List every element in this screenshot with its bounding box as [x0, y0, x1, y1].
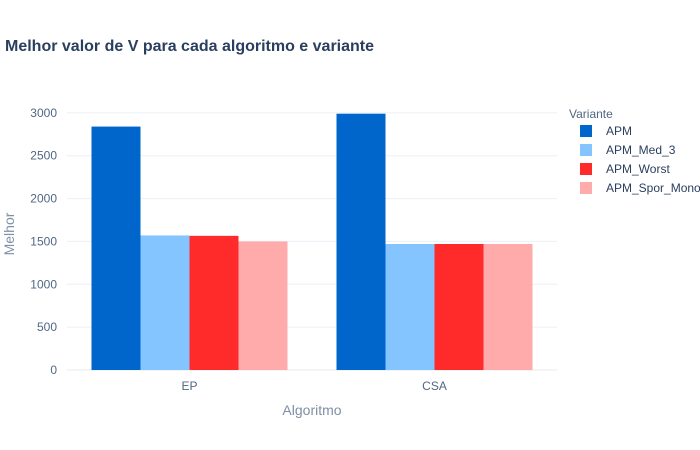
y-tick-label: 0 — [50, 363, 57, 377]
bar-apm-med-3-ep — [140, 235, 190, 370]
y-tick-label: 3000 — [30, 106, 57, 120]
legend-item: APM_Med_3 — [606, 143, 676, 157]
legend-item: APM — [606, 124, 632, 138]
bar-apm-spor-mono-ep — [238, 241, 288, 370]
legend-swatch — [580, 182, 592, 194]
y-tick-label: 1500 — [30, 234, 57, 248]
chart-title: Melhor valor de V para cada algoritmo e … — [5, 38, 374, 55]
y-tick-label: 2500 — [30, 149, 57, 163]
bar-apm-worst-csa — [434, 244, 484, 370]
legend-title: Variante — [569, 107, 613, 121]
y-axis-title: Melhor — [1, 212, 17, 255]
legend-swatch — [580, 163, 592, 175]
bar-apm-csa — [336, 113, 386, 370]
bar-apm-worst-ep — [189, 235, 239, 370]
bar-apm-med-3-csa — [385, 244, 435, 370]
legend: Variante APM APM_Med_3 APM_Worst APM_Spor_M… — [569, 107, 700, 195]
legend-item: APM_Worst — [606, 162, 670, 176]
y-tick-label: 2000 — [30, 192, 57, 206]
legend-item: APM_Spor_Mono — [606, 181, 700, 195]
bar-apm-spor-mono-csa — [483, 244, 533, 370]
legend-swatch — [580, 125, 592, 137]
y-tick-label: 500 — [37, 320, 57, 334]
y-axis-ticks: 0 500 1000 1500 2000 2500 3000 — [30, 106, 57, 377]
x-tick-label: CSA — [422, 379, 447, 393]
bars — [91, 113, 533, 370]
bar-apm-ep — [91, 126, 141, 370]
x-axis-title: Algoritmo — [282, 402, 341, 418]
legend-swatch — [580, 144, 592, 156]
x-axis-ticks: EP CSA — [181, 379, 446, 393]
y-tick-label: 1000 — [30, 277, 57, 291]
x-tick-label: EP — [181, 379, 197, 393]
